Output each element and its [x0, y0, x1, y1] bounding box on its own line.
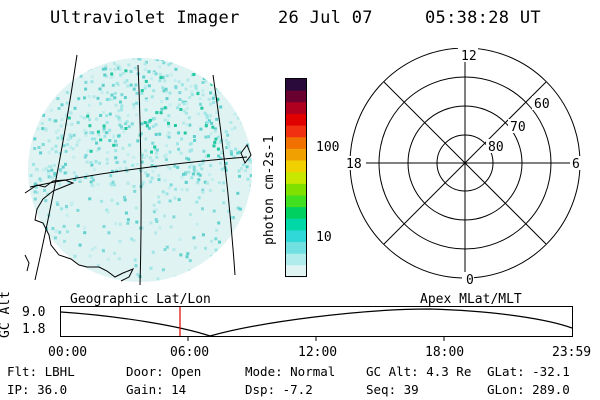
mlt-label-18: 18	[346, 157, 362, 172]
timeline-ytick-1.8: 1.8	[22, 322, 46, 337]
timeline-axis-label: GC Alt	[0, 291, 13, 338]
colorbar-segment	[286, 195, 306, 208]
colorbar-segment	[286, 137, 306, 150]
polar-mlt-plot: 12 0 18 6 60 70 80	[344, 48, 584, 288]
gc-alt-field: GC Alt: 4.3 Re	[366, 364, 472, 379]
timeline-xtick-1800: 18:00	[425, 345, 465, 360]
colorbar-segment	[286, 113, 306, 127]
colorbar-segment	[286, 207, 306, 220]
coastline	[240, 143, 252, 165]
colorbar-segment	[286, 90, 306, 103]
filter-field: Flt: LBHL	[7, 364, 75, 379]
colorbar-tick-10: 10	[316, 230, 332, 245]
polar-diagonal	[383, 81, 547, 245]
colorbar-segment	[286, 125, 306, 138]
latitude-line	[29, 156, 248, 188]
mlat-label-60: 60	[534, 97, 550, 112]
coastline	[24, 179, 135, 282]
longitude-line	[34, 54, 78, 281]
altitude-timeline-plot	[60, 306, 573, 341]
timeline-xtick-1200: 12:00	[298, 345, 338, 360]
colorbar-segment	[286, 218, 306, 231]
mlt-label-12: 12	[461, 49, 477, 64]
ip-field: IP: 36.0	[7, 382, 68, 397]
timeline-xtick-2359: 23:59	[552, 345, 592, 360]
gain-field: Gain: 14	[126, 382, 187, 397]
dsp-field: Dsp: -7.2	[245, 382, 313, 397]
mode-field: Mode: Normal	[245, 364, 336, 379]
glat-field: GLat: -32.1	[487, 364, 570, 379]
longitude-line	[137, 64, 142, 286]
colorbar-unit-label: photon cm-2s-1	[262, 135, 277, 245]
colorbar-segment	[286, 242, 306, 255]
colorbar-segment	[286, 102, 306, 115]
glon-field: GLon: 289.0	[487, 382, 570, 397]
colorbar-tick-100: 100	[316, 140, 340, 155]
colorbar-segment	[286, 253, 306, 266]
altitude-curve	[60, 308, 573, 337]
mlt-label-0: 0	[466, 273, 474, 288]
colorbar-segment	[286, 79, 306, 92]
timeline-frame	[60, 306, 573, 337]
colorbar-segment	[286, 148, 306, 162]
mlat-label-70: 70	[510, 120, 526, 135]
seq-field: Seq: 39	[366, 382, 419, 397]
timeline-xtick-0600: 06:00	[170, 345, 210, 360]
date-label: 26 Jul 07	[278, 8, 373, 28]
time-label: 05:38:28 UT	[425, 8, 541, 28]
colorbar-segment	[286, 265, 306, 278]
color-scale-bar	[285, 78, 307, 278]
longitude-line	[212, 74, 236, 276]
colorbar-segment	[286, 230, 306, 243]
mlt-label-6: 6	[572, 157, 580, 172]
mlat-label-80: 80	[488, 140, 504, 155]
colorbar-segment	[286, 172, 306, 185]
door-field: Door: Open	[126, 364, 202, 379]
uv-image-map	[24, 54, 252, 286]
colorbar-segment	[286, 160, 306, 173]
timeline-xtick-0000: 00:00	[48, 345, 88, 360]
timeline-ytick-9: 9.0	[22, 305, 46, 320]
timeline-right-title: Apex MLat/MLT	[420, 292, 522, 307]
timeline-left-title: Geographic Lat/Lon	[70, 292, 211, 307]
colorbar-segment	[286, 183, 306, 196]
instrument-title: Ultraviolet Imager	[50, 8, 240, 28]
